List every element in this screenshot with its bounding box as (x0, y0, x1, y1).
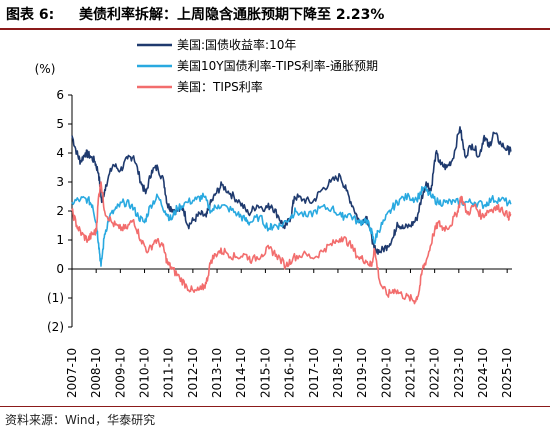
x-tick-label: 2023-10 (452, 348, 466, 398)
source-note: 资料来源：Wind，华泰研究 (5, 413, 156, 427)
y-tick-label: 6 (56, 88, 64, 102)
y-axis: 6 5 4 3 2 1 0 (1) (2) (47, 88, 73, 334)
legend-label: 美国10Y国债利率-TIPS利率-通胀预期 (177, 58, 378, 73)
x-tick-label: 2011-10 (162, 348, 176, 398)
x-tick-label: 2015-10 (258, 348, 272, 398)
y-axis-label: (%) (35, 62, 56, 76)
x-tick-label: 2018-10 (331, 348, 345, 398)
figure-label: 图表 6: (6, 7, 55, 23)
figure-header: 图表 6: 美债利率拆解：上周隐含通胀预期下降至 2.23% (0, 0, 550, 26)
x-tick-label: 2008-10 (89, 348, 103, 398)
x-tick-label: 2014-10 (234, 348, 248, 398)
x-tick-label: 2012-10 (186, 348, 200, 398)
plot-lines (71, 126, 512, 305)
x-tick-label: 2020-10 (379, 348, 393, 398)
y-tick-label: 5 (56, 117, 64, 131)
x-tick-label: 2009-10 (113, 348, 127, 398)
x-tick-label: 2025-10 (500, 348, 514, 398)
series-line-2 (71, 185, 512, 267)
x-tick-label: 2024-10 (476, 348, 490, 398)
x-tick-label: 2007-10 (65, 348, 79, 398)
y-tick-label: (1) (47, 291, 64, 305)
legend-label: 美国：TIPS利率 (177, 79, 263, 94)
series-line-3 (71, 181, 512, 305)
footer-divider (0, 406, 550, 407)
x-tick-label: 2019-10 (355, 348, 369, 398)
y-tick-label: 3 (56, 175, 64, 189)
x-axis: 2007-10 2008-10 2009-10 2010-10 2011-10 2012-… (65, 268, 514, 398)
y-tick-label: 0 (56, 262, 64, 276)
x-tick-label: 2022-10 (428, 348, 442, 398)
legend-label: 美国:国债收益率:10年 (177, 37, 296, 52)
y-tick-label: 2 (56, 204, 64, 218)
x-tick-label: 2021-10 (403, 348, 417, 398)
y-tick-label: 1 (56, 233, 64, 247)
x-tick-label: 2016-10 (283, 348, 297, 398)
y-tick-label: (2) (47, 320, 64, 334)
x-tick-label: 2017-10 (307, 348, 321, 398)
series-line-1 (71, 126, 512, 255)
title-divider (0, 28, 550, 30)
x-tick-label: 2010-10 (138, 348, 152, 398)
legend: 美国:国债收益率:10年美国10Y国债利率-TIPS利率-通胀预期美国：TIPS… (137, 37, 378, 94)
figure-title: 美债利率拆解：上周隐含通胀预期下降至 2.23% (79, 7, 385, 23)
x-tick-label: 2013-10 (210, 348, 224, 398)
y-tick-label: 4 (56, 146, 64, 160)
